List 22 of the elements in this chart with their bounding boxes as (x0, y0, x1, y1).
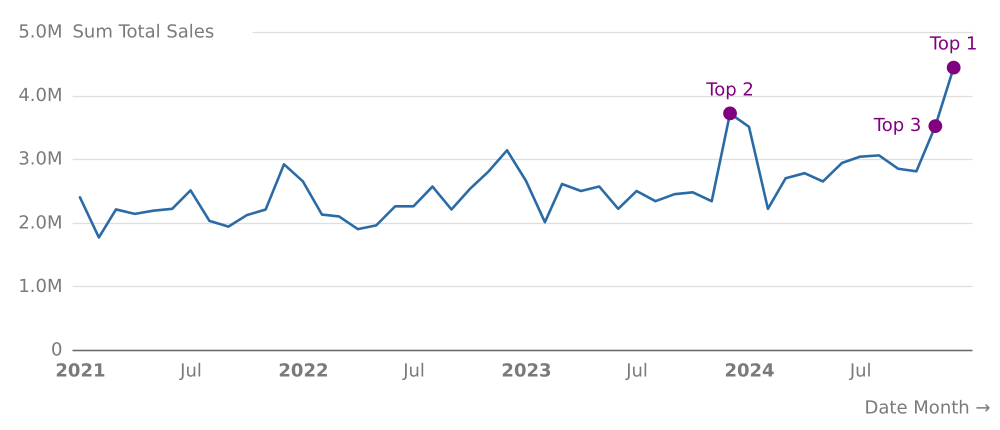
annotation: Top 2 (705, 79, 754, 100)
annotation: Top 1 (928, 34, 978, 55)
y-tick-label: 2.0M (18, 212, 62, 234)
x-tick-label: 2023 (501, 360, 552, 382)
y-axis-title: Sum Total Sales (72, 22, 214, 42)
y-tick-label: 5.0M (18, 22, 62, 42)
y-tick-label: 0 (51, 340, 62, 360)
y-tick-label: 3.0M (18, 148, 62, 170)
x-axis-title: Date Month → (864, 398, 990, 418)
y-tick-label: 4.0M (18, 85, 62, 106)
x-tick-label: Jul (402, 360, 425, 382)
x-tick-label: 2024 (724, 360, 775, 382)
y-tick-label: 1.0M (18, 276, 62, 297)
point (723, 106, 737, 120)
x-tick-label: 2021 (55, 360, 106, 382)
x-tick-label: Jul (179, 360, 202, 382)
point (946, 60, 961, 74)
x-tick-label: Jul (848, 360, 872, 382)
x-tick-label: Jul (625, 360, 648, 382)
point (928, 119, 942, 134)
x-tick-label: 2022 (278, 360, 329, 382)
annotation: Top 3 (872, 115, 922, 136)
